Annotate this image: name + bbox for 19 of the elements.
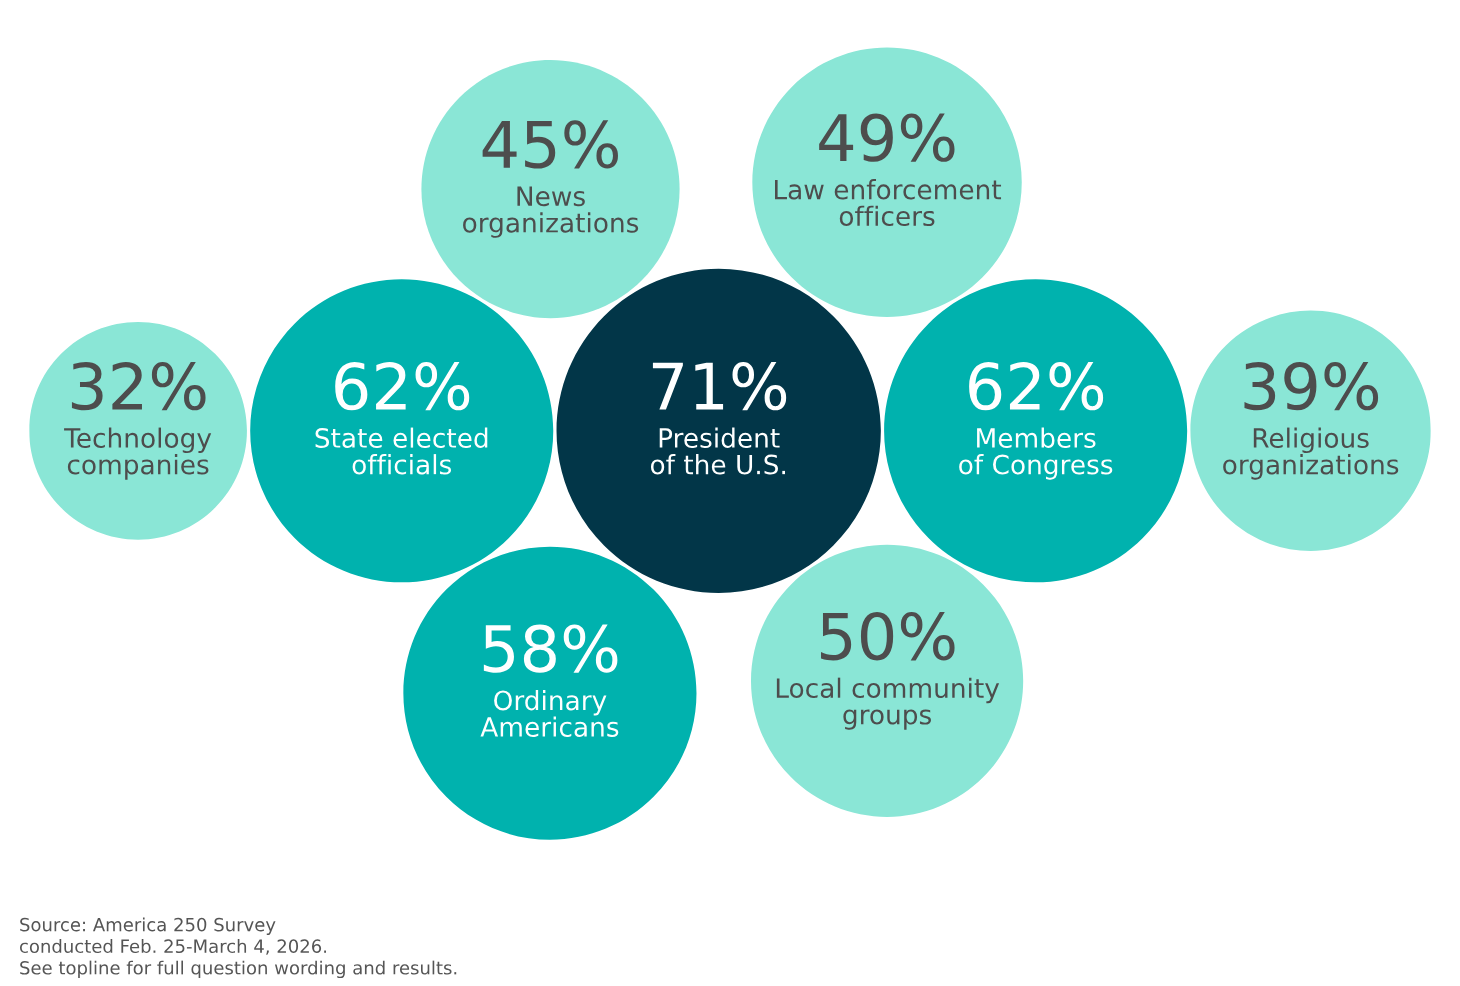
category-label: Technology companies: [64, 427, 212, 480]
data-label: 62%: [335, 361, 470, 411]
category-label: State elected officials: [315, 427, 488, 475]
data-label: 62%: [969, 361, 1104, 411]
category-label: President of the U.S.: [650, 427, 786, 475]
category-label: Religious organizations: [1223, 427, 1399, 480]
category-label: Law enforcement officers: [775, 179, 1002, 227]
data-label: 32%: [71, 361, 206, 411]
category-label: Members of Congress: [959, 427, 1113, 480]
source-note: Source: America 250 Survey conducted Feb. 25-March 4, 2026. See topline for full question wording and results.: [19, 917, 457, 979]
category-label: News organizations: [463, 186, 639, 238]
data-label: 58%: [483, 624, 618, 673]
category-label: Ordinary Americans: [480, 689, 619, 737]
category-label: Local community groups: [776, 677, 1000, 730]
data-label: 71%: [652, 361, 787, 411]
data-label: 39%: [1244, 361, 1379, 411]
data-label: 50%: [821, 612, 955, 661]
data-label: 49%: [819, 113, 955, 162]
data-label: 45%: [482, 120, 618, 169]
